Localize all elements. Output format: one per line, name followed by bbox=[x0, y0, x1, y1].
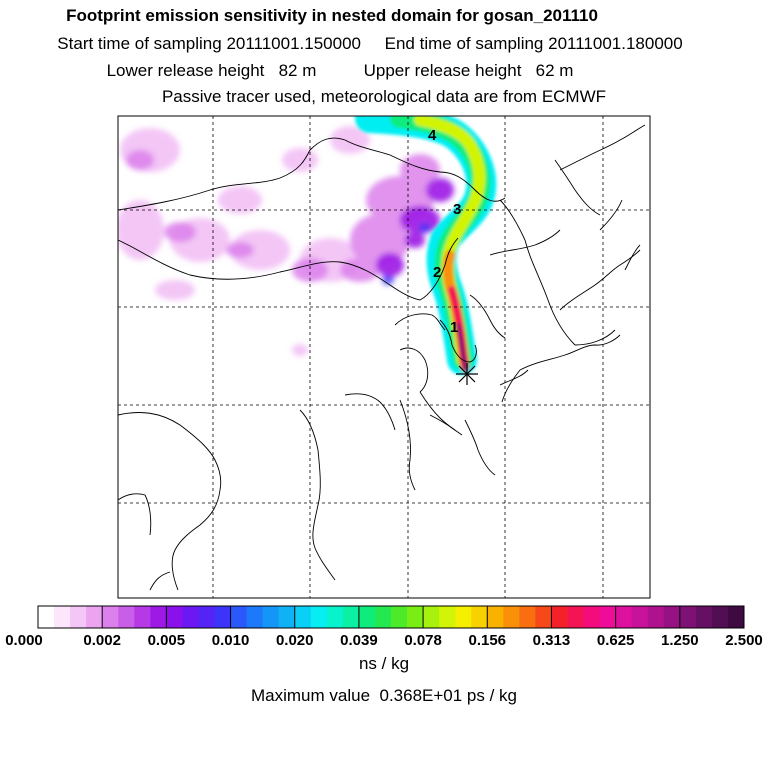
colorbar-cell bbox=[567, 606, 585, 628]
lower-height-label: Lower release height bbox=[106, 61, 265, 80]
colorbar-cell bbox=[166, 606, 183, 628]
colorbar-cell bbox=[599, 606, 617, 628]
colorbar-cell bbox=[358, 606, 376, 628]
colorbar-cell bbox=[262, 606, 280, 628]
coastlines bbox=[118, 124, 646, 591]
colorbar-cell bbox=[230, 606, 248, 628]
plot-title: Footprint emission sensitivity in nested… bbox=[66, 6, 598, 25]
colorbar-tick-label: 0.020 bbox=[276, 632, 314, 649]
release-height-row: Lower release height 82 m Upper release … bbox=[0, 61, 724, 81]
colorbar-tick-label: 0.039 bbox=[340, 632, 378, 649]
colorbar-cell bbox=[246, 606, 264, 628]
colorbar-cell bbox=[535, 606, 552, 628]
colorbar-cell bbox=[70, 606, 87, 628]
day-marker-3: 3 bbox=[453, 201, 461, 218]
colorbar-cell bbox=[214, 606, 232, 628]
tracer-note: Passive tracer used, meteorological data… bbox=[161, 87, 607, 106]
colorbar-cell bbox=[118, 606, 135, 628]
start-time-value: 20111001.150000 bbox=[226, 34, 362, 53]
colorbar-cell bbox=[615, 606, 633, 628]
colorbar-cell bbox=[391, 606, 408, 628]
colorbar-cell bbox=[439, 606, 456, 628]
colorbar-cell bbox=[503, 606, 520, 628]
colorbar-cell bbox=[294, 606, 312, 628]
colorbar-labels: 0.000 0.002 0.005 0.010 0.020 0.039 0.078 0.156… bbox=[5, 632, 763, 649]
maximum-label: Maximum value bbox=[250, 686, 371, 705]
colorbar-cell bbox=[663, 606, 681, 628]
colorbar-cell bbox=[631, 606, 649, 628]
day-marker-4: 4 bbox=[428, 127, 437, 144]
colorbar-cell bbox=[519, 606, 536, 628]
colorbar-tick-label: 0.005 bbox=[148, 632, 186, 649]
colorbar-unit: ns / kg bbox=[358, 654, 410, 673]
sampling-time-row: Start time of sampling 20111001.150000 E… bbox=[0, 34, 754, 54]
sensitivity-field bbox=[118, 126, 454, 356]
colorbar-cell bbox=[423, 606, 440, 628]
colorbar-tick-label: 0.000 bbox=[5, 632, 43, 649]
colorbar-tick-label: 0.002 bbox=[83, 632, 121, 649]
colorbar-cell bbox=[487, 606, 504, 628]
colorbar-cells bbox=[38, 606, 745, 628]
maximum-number: 0.368E+01 ps / kg bbox=[379, 686, 518, 705]
end-time-label: End time of sampling bbox=[384, 34, 544, 53]
day-marker-2: 2 bbox=[433, 264, 441, 281]
colorbar-cell bbox=[310, 606, 328, 628]
colorbar-cell bbox=[102, 606, 119, 628]
colorbar-cell bbox=[86, 606, 103, 628]
colorbar-cell bbox=[342, 606, 360, 628]
upper-height-value: 62 m bbox=[535, 61, 574, 80]
footprint-map: 4 3 2 1 bbox=[117, 115, 651, 599]
colorbar-cell bbox=[326, 606, 344, 628]
colorbar-cell bbox=[695, 606, 713, 628]
colorbar-cell bbox=[278, 606, 296, 628]
colorbar-cell bbox=[471, 606, 488, 628]
colorbar-tick-label: 0.313 bbox=[533, 632, 571, 649]
colorbar-cell bbox=[150, 606, 167, 628]
colorbar-cell bbox=[407, 606, 424, 628]
colorbar-tick-label: 0.010 bbox=[212, 632, 250, 649]
colorbar-tick-label: 0.078 bbox=[404, 632, 442, 649]
start-time-label: Start time of sampling bbox=[57, 34, 222, 53]
plume-band bbox=[355, 116, 497, 375]
colorbar-cell bbox=[727, 606, 745, 628]
colorbar: 0.000 0.002 0.005 0.010 0.020 0.039 0.078 0.156… bbox=[5, 605, 763, 649]
graticule bbox=[118, 116, 650, 598]
upper-height-label: Upper release height bbox=[363, 61, 522, 80]
colorbar-cell bbox=[455, 606, 472, 628]
colorbar-cell bbox=[38, 606, 55, 628]
colorbar-cell bbox=[54, 606, 71, 628]
receptor-marker-icon bbox=[456, 363, 478, 385]
colorbar-cell bbox=[374, 606, 392, 628]
colorbar-cell bbox=[711, 606, 729, 628]
colorbar-tick-label: 2.500 bbox=[725, 632, 763, 649]
colorbar-cell bbox=[583, 606, 601, 628]
colorbar-cell bbox=[551, 606, 568, 628]
colorbar-tick-label: 1.250 bbox=[661, 632, 699, 649]
colorbar-cell bbox=[647, 606, 665, 628]
colorbar-cell bbox=[182, 606, 199, 628]
end-time-value: 20111001.180000 bbox=[548, 34, 683, 53]
colorbar-tick-label: 0.625 bbox=[597, 632, 635, 649]
map-frame bbox=[117, 115, 651, 599]
maximum-value: Maximum value 0.368E+01 ps / kg bbox=[0, 686, 768, 706]
colorbar-cell bbox=[134, 606, 151, 628]
colorbar-tick-label: 0.156 bbox=[468, 632, 506, 649]
lower-height-value: 82 m bbox=[278, 61, 317, 80]
colorbar-cell bbox=[679, 606, 697, 628]
colorbar-frame bbox=[37, 605, 745, 629]
day-marker-1: 1 bbox=[450, 319, 458, 336]
colorbar-cell bbox=[198, 606, 215, 628]
